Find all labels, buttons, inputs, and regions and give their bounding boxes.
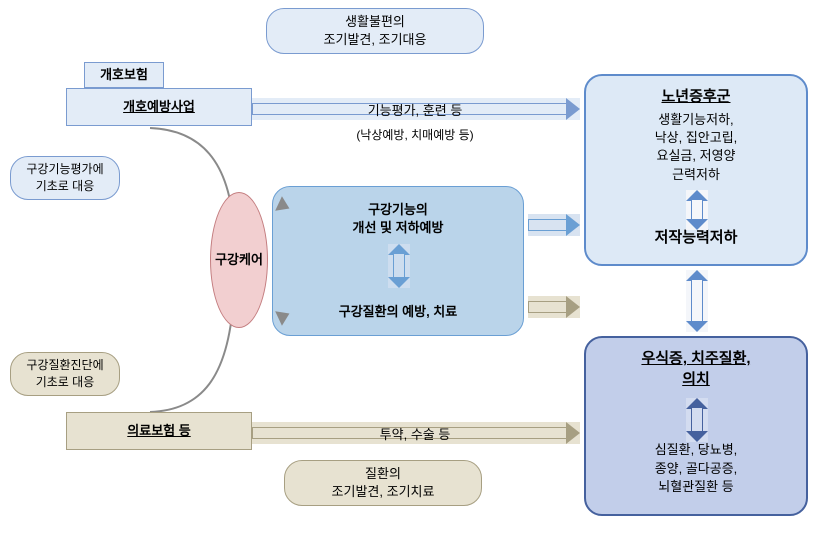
arrow-to-right-top [528,214,580,236]
insurance-tag-text: 개호보험 [100,66,148,84]
right-top-title: 노년증후군 [661,86,730,107]
right-outer-bidir [686,270,708,332]
insurance-tag: 개호보험 [84,62,164,88]
arrow-function-eval-sublabel: (낙상예방, 치매예방 등) [290,126,540,143]
right-bottom-body: 심질환, 당뇨병, 종양, 골다공증, 뇌혈관질환 등 [655,441,738,496]
right-top-inner-bidir [686,190,708,230]
arrow1-sub-text: (낙상예방, 치매예방 등) [356,128,473,142]
left-note-1: 구강기능평가에 기초로 대응 [10,156,120,200]
right-bottom-inner-bidir [686,398,708,442]
arrow-medication-label: 투약, 수술 등 [320,424,510,443]
oral-care-text: 구강케어 [215,253,263,267]
right-bottom-title: 우식증, 치주질환, 의치 [641,348,750,390]
right-top-box: 노년증후군 생활기능저하, 낙상, 집안고립, 요실금, 저영양 근력저하 저작… [584,74,808,266]
right-top-sub: 저작능력저하 [655,227,738,248]
arrow-function-eval-label: 기능평가, 훈련 등 [300,100,530,119]
left-note-1-text: 구강기능평가에 기초로 대응 [26,161,103,195]
bottom-info-text: 질환의 조기발견, 조기치료 [332,465,435,501]
arrow1-main-text: 기능평가, 훈련 등 [368,103,463,118]
prevention-business-box: 개호예방사업 [66,88,252,126]
oral-care-ellipse: 구강케어 [210,192,268,328]
bottom-info-box: 질환의 조기발견, 조기치료 [284,460,482,506]
arrow4-text: 투약, 수술 등 [380,427,451,442]
arrow-to-right-bottom [528,296,580,318]
left-note-2: 구강질환진단에 기초로 대응 [10,352,120,396]
top-info-text: 생활불편의 조기발견, 조기대응 [324,13,427,49]
center-line1: 구강기능의 개선 및 저하예방 [353,201,444,237]
top-info-box: 생활불편의 조기발견, 조기대응 [266,8,484,54]
left-note-2-text: 구강질환진단에 기초로 대응 [26,357,103,391]
medical-insurance-box: 의료보험 등 [66,412,252,450]
center-line2: 구강질환의 예방, 치료 [339,303,457,321]
center-bidir-arrow [388,244,410,288]
prevention-business-text: 개호예방사업 [123,98,195,116]
right-top-body: 생활기능저하, 낙상, 집안고립, 요실금, 저영양 근력저하 [655,111,738,184]
medical-insurance-text: 의료보험 등 [127,422,190,440]
